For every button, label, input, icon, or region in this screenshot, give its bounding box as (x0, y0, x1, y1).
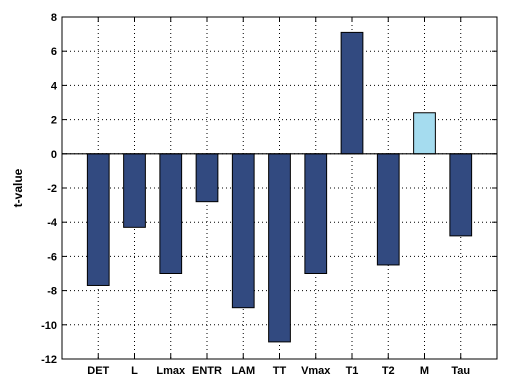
y-axis-ticks: 8 6 4 2 0 -2 -4 -6 -8 -10 -12 (41, 12, 497, 366)
x-tick-label: T1 (346, 365, 359, 377)
y-tick-label: 4 (51, 80, 58, 92)
x-tick-label: Tau (451, 365, 470, 377)
bar-tau (449, 153, 473, 237)
bar-t1 (340, 31, 364, 155)
y-tick-label: -6 (47, 251, 57, 263)
y-tick-label: 2 (51, 115, 57, 127)
y-tick-label: 8 (51, 12, 57, 24)
x-tick-label: TT (273, 365, 287, 377)
x-axis-ticks: DET L Lmax ENTR LAM TT Vmax T1 T2 M Tau (87, 17, 470, 377)
x-tick-label: Vmax (301, 365, 331, 377)
x-tick-label: LAM (231, 365, 255, 377)
bars (86, 31, 473, 343)
bar-entr (195, 153, 219, 203)
x-tick-label: Lmax (156, 365, 186, 377)
bar-t2 (376, 153, 400, 266)
y-tick-label: -2 (47, 183, 57, 195)
y-tick-label: 6 (51, 46, 57, 58)
x-tick-label: T2 (382, 365, 395, 377)
x-tick-label: L (131, 365, 138, 377)
bar-l (123, 153, 146, 228)
y-tick-label: -12 (41, 354, 57, 366)
bar-lmax (159, 153, 183, 274)
y-tick-label: -8 (47, 286, 57, 298)
bar-lam (231, 153, 255, 309)
y-tick-label: -4 (47, 217, 58, 229)
bar-vmax (304, 153, 328, 274)
y-axis-label: t-value (11, 168, 25, 207)
y-tick-label: 0 (51, 149, 57, 161)
x-tick-label: DET (87, 365, 109, 377)
bar-det (86, 153, 110, 286)
x-tick-label: M (420, 365, 429, 377)
bar-tt (268, 153, 291, 343)
bar-m (413, 112, 436, 155)
y-tick-label: -10 (41, 320, 57, 332)
x-tick-label: ENTR (192, 365, 222, 377)
